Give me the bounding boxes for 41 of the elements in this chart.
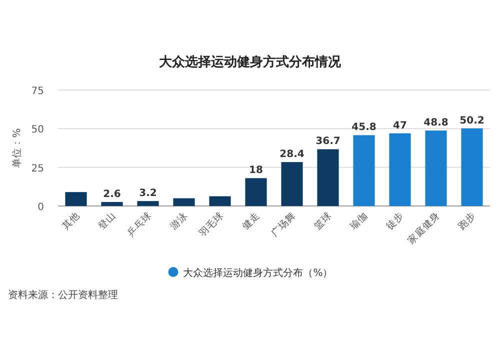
x-tick-label: 登山 [95,210,118,232]
y-tick-label: 0 [38,202,44,213]
data-label: 50.2 [460,115,484,126]
y-tick-label: 75 [31,86,44,97]
data-label: 28.4 [280,149,304,160]
x-tick-label: 跑步 [455,210,478,232]
bar [65,192,87,206]
bar [425,130,447,206]
legend-label: 大众选择运动健身方式分布（%） [183,267,333,279]
bar [281,162,303,206]
bar [245,178,267,206]
x-tick-label: 徒步 [383,210,406,232]
chart-title: 大众选择运动健身方式分布情况 [159,54,342,70]
x-tick-label: 健走 [239,210,262,232]
data-label: 2.6 [103,188,121,200]
x-tick-label: 羽毛球 [196,210,226,240]
text: 资料来源：公开资料整理 [8,289,118,301]
data-label: 36.7 [316,136,340,148]
x-tick-label: 家庭健身 [405,210,442,246]
data-label: 47 [393,120,407,132]
bar [317,149,339,206]
x-tick-label: 瑜伽 [347,210,370,232]
x-tick-label: 其他 [59,210,82,232]
bar [389,133,411,206]
data-label: 48.8 [424,118,448,129]
bar [353,135,375,206]
bar [461,128,483,206]
bar [173,198,195,206]
y-tick-label: 50 [31,124,44,136]
y-tick-label: 25 [31,163,44,174]
x-tick-label: 广场舞 [268,210,298,240]
data-label: 45.8 [352,122,376,134]
y-axis-title: 单位：% [11,128,23,168]
data-label: 3.2 [139,188,157,200]
x-tick-label: 乒乓球 [124,210,154,240]
data-label: 18 [249,165,263,176]
x-tick-label: 游泳 [167,210,190,232]
bar [101,202,123,206]
bar [137,201,159,206]
bar [209,196,231,206]
x-tick-label: 篮球 [311,210,334,232]
